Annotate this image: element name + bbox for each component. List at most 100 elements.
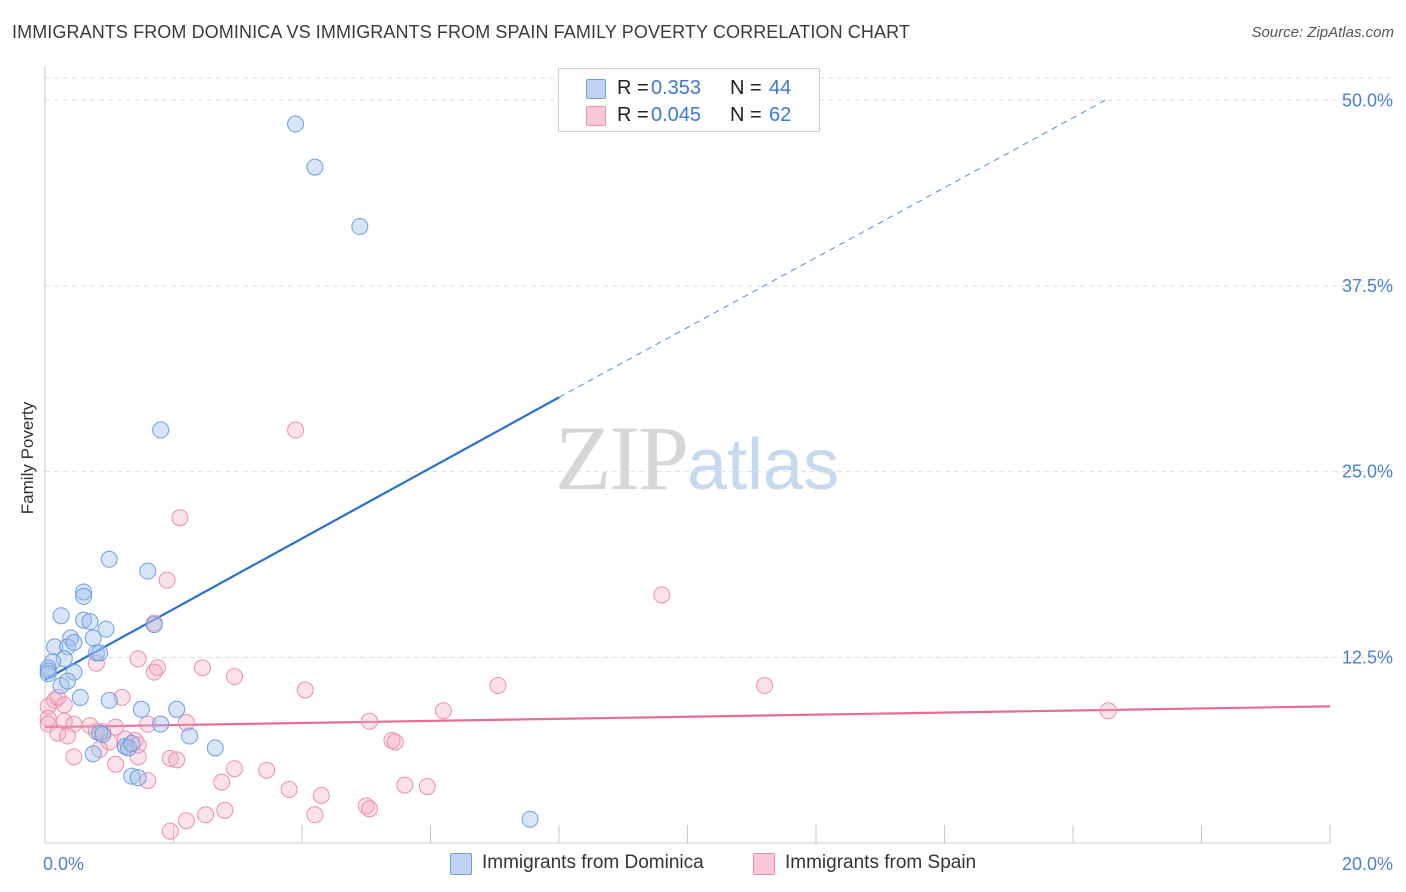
- spain-point: [213, 773, 231, 791]
- spain-point: [434, 702, 452, 720]
- spain-point: [653, 586, 671, 604]
- y-tick-label: 25.0%: [1342, 462, 1393, 482]
- spain-point: [171, 509, 189, 527]
- dominica-point: [100, 691, 118, 709]
- spain-point: [177, 812, 195, 830]
- dominica-point: [65, 633, 83, 651]
- n-value: 44: [769, 77, 792, 99]
- chart-title: IMMIGRANTS FROM DOMINICA VS IMMIGRANTS F…: [12, 22, 910, 42]
- spain-point: [386, 733, 404, 751]
- dominica-point: [152, 715, 170, 733]
- spain-point: [489, 677, 507, 695]
- watermark-atlas: atlas: [687, 425, 840, 505]
- r-label: R =: [617, 77, 649, 99]
- spain-point: [161, 822, 179, 840]
- dominica-point: [145, 616, 163, 634]
- spain-point: [107, 718, 125, 736]
- x-tick-label: 20.0%: [1342, 854, 1393, 874]
- spain-legend-label: Immigrants from Spain: [785, 852, 977, 873]
- gridlines: [45, 77, 1395, 658]
- spain-point: [396, 776, 414, 794]
- spain-point: [58, 727, 76, 745]
- watermark: ZIPatlas: [555, 405, 839, 511]
- source-label: Source: ZipAtlas.com: [1251, 24, 1394, 41]
- spain-point: [312, 786, 330, 804]
- dominica-point: [58, 672, 76, 690]
- spain-point: [168, 751, 186, 769]
- spain-point: [161, 749, 179, 767]
- dominica-point: [52, 607, 70, 625]
- n-label: N =: [730, 104, 762, 126]
- legend-row-dominica: R = 0.353 N = 44: [559, 75, 819, 101]
- dominica-trend-extension: [558, 99, 1106, 398]
- dominica-point: [39, 665, 57, 683]
- spain-point: [39, 709, 57, 727]
- n-label: N =: [730, 77, 762, 99]
- dominica-point: [75, 583, 93, 601]
- r-value: 0.045: [651, 104, 702, 126]
- spain-point: [129, 650, 147, 668]
- spain-point: [756, 677, 774, 695]
- dominica-point: [206, 739, 224, 757]
- x-tick-labels: 0.0% 20.0%: [43, 854, 1393, 874]
- dominica-point: [46, 638, 64, 656]
- dominica-point: [152, 421, 170, 439]
- trend-lines: [44, 99, 1331, 729]
- r-label: R =: [617, 104, 649, 126]
- dominica-point: [181, 727, 199, 745]
- y-tick-label: 50.0%: [1342, 90, 1393, 110]
- spain-point: [1099, 702, 1117, 720]
- spain-point: [107, 755, 125, 773]
- dominica-legend-label: Immigrants from Dominica: [482, 852, 704, 873]
- dominica-point: [65, 663, 83, 681]
- spain-point: [145, 663, 163, 681]
- dominica-point: [123, 767, 141, 785]
- watermark-zip: ZIP: [555, 407, 689, 509]
- dominica-point: [129, 769, 147, 787]
- dominica-point: [287, 115, 305, 133]
- r-value: 0.353: [651, 77, 702, 99]
- spain-point: [129, 736, 147, 754]
- spain-point: [287, 421, 305, 439]
- spain-point: [226, 760, 244, 778]
- dominica-trend-line: [44, 396, 560, 681]
- y-tick-label: 37.5%: [1342, 276, 1393, 296]
- dominica-point: [91, 644, 109, 662]
- spain-point: [113, 688, 131, 706]
- dominica-point: [306, 158, 324, 176]
- spain-point: [193, 659, 211, 677]
- y-tick-label: 12.5%: [1342, 647, 1393, 667]
- spain-point: [197, 806, 215, 824]
- spain-point: [280, 781, 298, 799]
- spain-point: [158, 571, 176, 589]
- dominica-point: [81, 613, 99, 631]
- data-points: [39, 115, 1117, 840]
- dominica-point: [168, 700, 186, 718]
- spain-swatch: [586, 106, 606, 126]
- spain-point: [55, 696, 73, 714]
- legend-row-spain: R = 0.045 N = 62: [559, 102, 819, 128]
- dominica-point: [71, 688, 89, 706]
- dominica-legend-swatch: [450, 853, 472, 875]
- dominica-point: [94, 726, 112, 744]
- dominica-point: [351, 218, 369, 236]
- spain-legend-swatch: [753, 853, 775, 875]
- dominica-point: [521, 810, 539, 828]
- dominica-point: [139, 562, 157, 580]
- spain-point: [226, 668, 244, 686]
- spain-point: [139, 772, 157, 790]
- spain-point: [306, 806, 324, 824]
- spain-point: [360, 712, 378, 730]
- spain-trend-line: [44, 705, 1331, 729]
- spain-point: [46, 691, 64, 709]
- dominica-point: [84, 745, 102, 763]
- spain-point: [258, 761, 276, 779]
- dominica-point: [100, 550, 118, 568]
- n-value: 62: [769, 104, 792, 126]
- dominica-point: [123, 734, 141, 752]
- spain-point: [357, 797, 375, 815]
- spain-point: [65, 748, 83, 766]
- correlation-legend: R = 0.353 N = 44 R = 0.045 N = 62: [558, 68, 820, 132]
- y-tick-labels: 12.5% 25.0% 37.5% 50.0%: [1342, 90, 1393, 667]
